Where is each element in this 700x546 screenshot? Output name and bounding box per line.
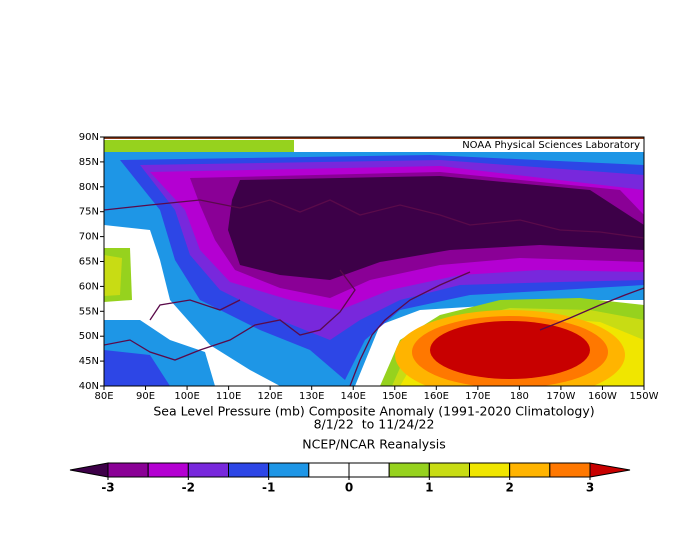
lat-label: 55N xyxy=(79,306,99,317)
colorbar-end xyxy=(589,462,631,478)
colorbar-box xyxy=(388,462,430,478)
axes: 40N 45N 50N 55N 60N 65N 70N 75N 80N 85N 90N 80E 90E 1… xyxy=(79,132,659,402)
colorbar-box xyxy=(509,462,551,478)
lon-label: 110E xyxy=(216,391,241,402)
lon-label: 100E xyxy=(174,391,199,402)
lon-label: 160W xyxy=(588,391,617,402)
lat-label: 40N xyxy=(79,381,99,392)
data-source: NCEP/NCAR Reanalysis xyxy=(302,437,445,452)
lon-label: 150W xyxy=(630,391,659,402)
colorbar-box xyxy=(268,462,310,478)
lon-label: 160E xyxy=(424,391,449,402)
colorbar-label: 1 xyxy=(425,481,433,495)
lon-label: 120E xyxy=(257,391,282,402)
colorbar-label: 2 xyxy=(505,481,513,495)
lon-label: 180 xyxy=(510,391,529,402)
colorbar-box xyxy=(147,462,189,478)
colorbar-box xyxy=(107,462,149,478)
colorbar-label: -1 xyxy=(262,481,275,495)
colorbar-end xyxy=(69,462,109,478)
lat-label: 50N xyxy=(79,331,99,342)
lat-label: 70N xyxy=(79,232,99,243)
lon-label: 170E xyxy=(465,391,490,402)
lon-label: 80E xyxy=(94,391,113,402)
colorbar-label: 3 xyxy=(586,481,594,495)
map-title: Sea Level Pressure (mb) Composite Anomal… xyxy=(153,404,594,419)
lon-label: 90E xyxy=(136,391,155,402)
colorbar-box xyxy=(549,462,591,478)
lon-label: 170W xyxy=(546,391,575,402)
colorbar-label: -2 xyxy=(182,481,195,495)
date-range: 8/1/22 to 11/24/22 xyxy=(314,417,435,432)
colorbar-box xyxy=(187,462,229,478)
lat-label: 85N xyxy=(79,157,99,168)
lat-label: 75N xyxy=(79,207,99,218)
colorbar-label: -3 xyxy=(101,481,114,495)
colorbar-box xyxy=(469,462,511,478)
lat-label: 90N xyxy=(79,132,99,143)
colorbar-label: 0 xyxy=(345,481,353,495)
lon-label: 130E xyxy=(299,391,324,402)
lon-label: 150E xyxy=(382,391,407,402)
colorbar-box xyxy=(308,462,350,478)
colorbar-box xyxy=(428,462,471,478)
lat-label: 60N xyxy=(79,281,99,292)
lat-label: 65N xyxy=(79,257,99,268)
lon-label: 140E xyxy=(341,391,366,402)
colorbar-box xyxy=(228,462,270,478)
colorbar: -3 -2 -1 0 1 2 3 xyxy=(69,462,631,495)
credit: NOAA Physical Sciences Laboratory xyxy=(462,140,640,151)
colorbar-box xyxy=(348,462,390,478)
lat-label: 45N xyxy=(79,356,99,367)
lat-label: 80N xyxy=(79,182,99,193)
contour-field xyxy=(104,137,644,386)
